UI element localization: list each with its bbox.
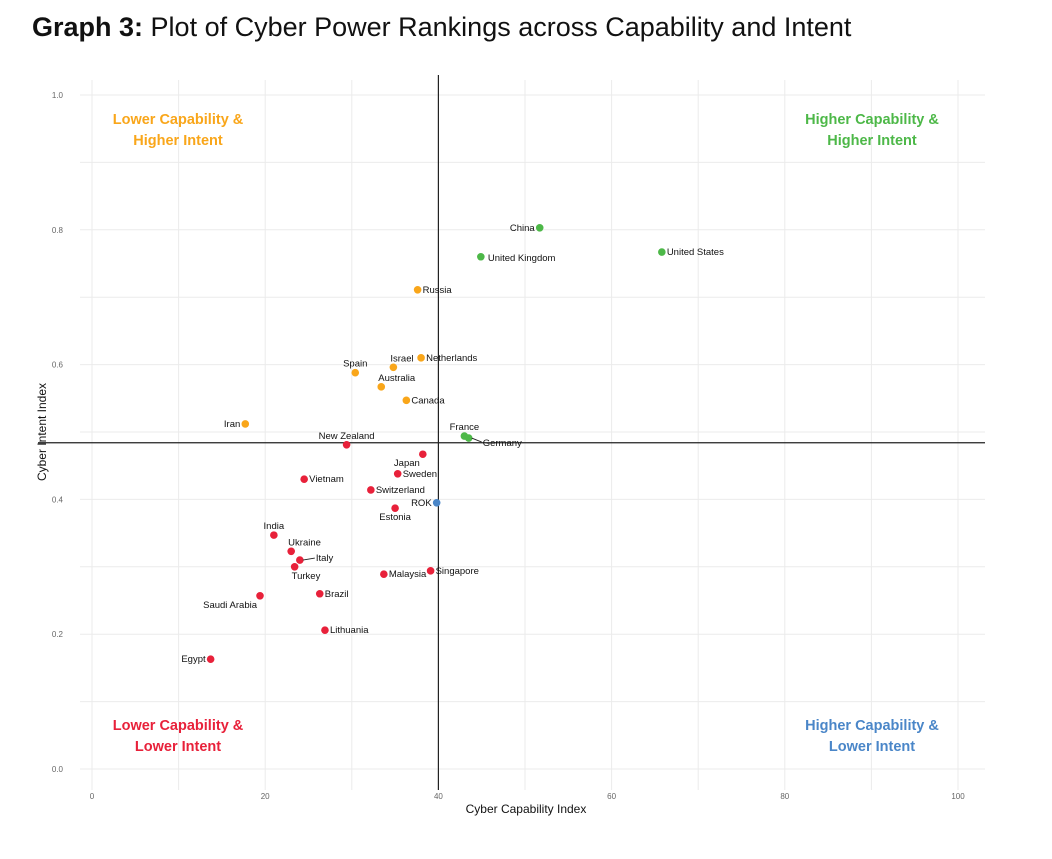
quadrant-line-1: Higher Capability & <box>805 112 939 128</box>
y-tick-label: 0.6 <box>52 361 64 370</box>
quadrant-label-bottom-left: Lower Capability & Lower Intent <box>113 718 244 755</box>
quadrant-line-1: Lower Capability & <box>113 112 244 128</box>
y-tick-label: 0.8 <box>52 226 64 235</box>
point-netherlands <box>417 354 425 362</box>
point-united-states <box>658 248 666 256</box>
point-label-vietnam: Vietnam <box>309 474 344 485</box>
quadrant-label-top-right: Higher Capability & Higher Intent <box>805 112 939 149</box>
point-label-singapore: Singapore <box>436 566 479 577</box>
point-australia <box>377 383 386 391</box>
point-label-australia: Australia <box>378 373 416 384</box>
point-label-new-zealand: New Zealand <box>319 431 375 442</box>
point-brazil <box>315 589 324 598</box>
point-label-canada: Canada <box>411 395 445 406</box>
point-lithuania <box>321 626 329 634</box>
y-axis-label: Cyber Intent Index <box>35 383 49 481</box>
chart-title: Graph 3: Plot of Cyber Power Rankings ac… <box>32 12 851 43</box>
y-tick-label: 0.4 <box>52 495 64 504</box>
point-vietnam <box>300 475 308 483</box>
label-leader-italy <box>302 557 315 561</box>
title-text: Plot of Cyber Power Rankings across Capa… <box>150 12 852 42</box>
point-label-turkey: Turkey <box>292 571 321 582</box>
point-japan <box>419 450 427 459</box>
point-iran <box>241 420 250 428</box>
quadrant-line-1: Lower Capability & <box>113 718 244 734</box>
point-label-russia: Russia <box>423 285 453 296</box>
point-label-sweden: Sweden <box>403 469 437 480</box>
title-prefix: Graph 3: <box>32 12 144 42</box>
x-tick-label: 0 <box>90 792 95 801</box>
x-tick-label: 100 <box>951 792 965 801</box>
point-label-malaysia: Malaysia <box>389 569 427 580</box>
point-label-estonia: Estonia <box>379 512 411 523</box>
point-israel <box>389 363 398 372</box>
point-rok <box>432 498 441 507</box>
point-germany <box>464 434 473 442</box>
point-label-saudi-arabia: Saudi Arabia <box>203 600 258 611</box>
point-label-germany: Germany <box>483 438 522 449</box>
point-label-spain: Spain <box>343 359 367 370</box>
point-label-italy: Italy <box>316 553 334 564</box>
point-label-rok: ROK <box>411 498 432 509</box>
point-label-france: France <box>450 422 480 433</box>
point-label-japan: Japan <box>394 458 420 469</box>
quadrant-line-2: Lower Intent <box>135 739 221 755</box>
point-sweden <box>393 469 402 478</box>
point-malaysia <box>380 570 388 579</box>
point-new-zealand <box>342 441 351 449</box>
quadrant-line-2: Higher Intent <box>133 133 223 149</box>
x-axis-label: Cyber Capability Index <box>466 802 587 816</box>
x-tick-label: 40 <box>434 792 443 801</box>
y-tick-label: 0.0 <box>52 765 64 774</box>
point-turkey <box>290 563 299 571</box>
point-united-kingdom <box>477 252 485 261</box>
point-label-brazil: Brazil <box>325 589 349 600</box>
y-tick-label: 1.0 <box>52 91 64 100</box>
point-estonia <box>391 504 399 512</box>
point-china <box>535 223 544 232</box>
quadrant-line-2: Higher Intent <box>827 133 917 149</box>
x-tick-label: 80 <box>780 792 789 801</box>
point-ukraine <box>287 547 295 556</box>
point-label-ukraine: Ukraine <box>288 537 321 548</box>
point-label-iran: Iran <box>224 419 240 430</box>
x-tick-label: 60 <box>607 792 616 801</box>
point-label-israel: Israel <box>390 353 413 364</box>
quadrant-line-2: Lower Intent <box>829 739 915 755</box>
quadrant-label-top-left: Lower Capability & Higher Intent <box>113 112 244 149</box>
point-label-united-kingdom: United Kingdom <box>488 253 556 264</box>
point-russia <box>413 285 422 294</box>
y-tick-label: 0.2 <box>52 630 64 639</box>
point-label-netherlands: Netherlands <box>426 353 477 364</box>
point-singapore <box>426 567 435 575</box>
label-leader-germany <box>471 437 482 443</box>
quadrant-line-1: Higher Capability & <box>805 718 939 734</box>
point-india <box>270 531 278 539</box>
point-canada <box>402 396 411 405</box>
point-label-lithuania: Lithuania <box>330 625 369 636</box>
x-tick-label: 20 <box>261 792 270 801</box>
point-label-india: India <box>264 521 285 532</box>
point-switzerland <box>367 486 375 494</box>
point-label-china: China <box>510 223 536 234</box>
point-label-united-states: United States <box>667 247 724 258</box>
quadrant-label-bottom-right: Higher Capability & Lower Intent <box>805 718 939 755</box>
point-egypt <box>206 655 215 663</box>
point-saudi-arabia <box>256 591 264 600</box>
point-spain <box>351 368 360 377</box>
point-label-switzerland: Switzerland <box>376 485 425 496</box>
point-italy <box>296 556 304 564</box>
point-label-egypt: Egypt <box>181 654 206 665</box>
